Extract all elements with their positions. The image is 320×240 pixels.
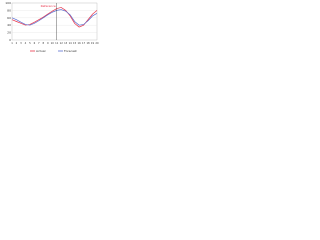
x-tick-label: 20 [95, 41, 99, 45]
legend-label: Actual [36, 49, 46, 53]
x-tick-label: 5 [29, 41, 31, 45]
x-tick-label: 3 [20, 41, 22, 45]
y-tick-label: 80 [7, 8, 11, 12]
x-tick-label: 1 [11, 41, 13, 45]
y-tick-label: 20 [7, 31, 11, 35]
x-tick-label: 18 [86, 41, 90, 45]
legend-label: Forecast [64, 49, 78, 53]
series-line [11, 7, 98, 28]
annotation-text: Reference [41, 4, 56, 8]
y-tick-label: 60 [7, 16, 11, 20]
x-tick-label: 17 [82, 41, 86, 45]
x-tick-label: 2 [16, 41, 18, 45]
x-tick-label: 10 [51, 41, 55, 45]
x-tick-label: 19 [91, 41, 95, 45]
y-tick-label: 100 [5, 1, 11, 5]
x-tick-label: 6 [34, 41, 36, 45]
series-line [11, 9, 98, 26]
x-tick-label: 7 [38, 41, 40, 45]
plot-area [11, 2, 98, 41]
y-tick-label: 0 [9, 38, 11, 42]
x-tick-label: 11 [55, 41, 59, 45]
x-tick-label: 13 [64, 41, 68, 45]
x-tick-label: 12 [60, 41, 64, 45]
x-tick-label: 15 [73, 41, 77, 45]
x-tick-label: 8 [43, 41, 45, 45]
x-tick-label: 9 [47, 41, 49, 45]
x-tick-label: 16 [78, 41, 82, 45]
y-tick-label: 40 [7, 23, 11, 27]
x-tick-label: 4 [25, 41, 27, 45]
x-tick-label: 14 [69, 41, 73, 45]
